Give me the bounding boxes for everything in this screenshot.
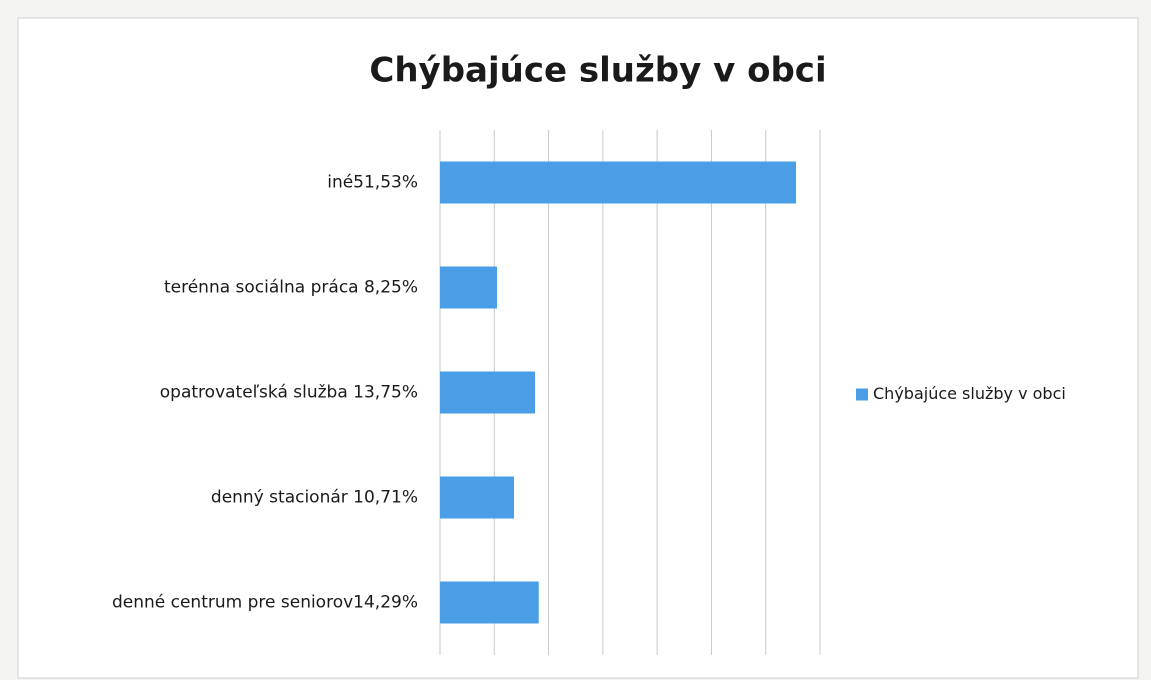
bar	[440, 266, 497, 309]
y-tick-label: denný stacionár 10,71%	[211, 488, 418, 508]
chart-title: Chýbajúce služby v obci	[369, 51, 826, 91]
bar	[440, 371, 535, 414]
y-tick-label: opatrovateľská služba 13,75%	[160, 383, 418, 403]
y-tick-label: denné centrum pre seniorov14,29%	[112, 593, 418, 613]
bar	[440, 476, 514, 519]
y-tick-label: iné51,53%	[327, 173, 418, 193]
bar	[440, 581, 539, 624]
legend-swatch	[856, 388, 868, 401]
bar	[440, 161, 797, 204]
legend-label: Chýbajúce služby v obci	[873, 384, 1066, 403]
y-tick-label: terénna sociálna práca 8,25%	[164, 278, 418, 298]
chart-area	[17, 17, 1139, 679]
